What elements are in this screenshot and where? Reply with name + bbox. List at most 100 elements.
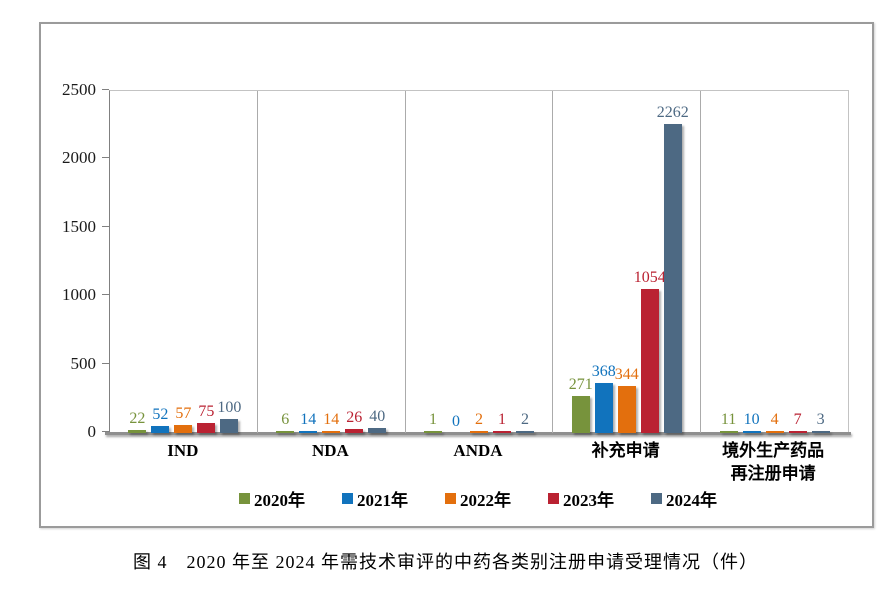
bar-slot: 1 xyxy=(423,91,442,433)
bar xyxy=(515,431,534,433)
bar-slot: 1054 xyxy=(634,91,666,433)
chart-frame: 0 500 1000 1500 2000 2500 22 52 57 75 100 6 14 14 26 4… xyxy=(39,22,874,528)
bar-slot: 26 xyxy=(345,91,364,433)
bar-value-label: 368 xyxy=(591,363,616,380)
legend-item: 2021年 xyxy=(342,486,408,511)
bar-value-label: 2262 xyxy=(656,104,689,121)
bar-slot: 2262 xyxy=(657,91,689,433)
bar-value-label: 4 xyxy=(770,411,779,428)
y-tick-mark xyxy=(102,89,109,90)
bar-slot: 6 xyxy=(276,91,295,433)
y-tick-mark xyxy=(102,294,109,296)
legend-swatch xyxy=(239,493,250,504)
bar-value-label: 10 xyxy=(743,411,760,428)
bar-slot: 344 xyxy=(614,91,639,433)
bar xyxy=(594,383,613,433)
bar-cluster: 11 10 4 7 3 xyxy=(701,91,848,433)
bar-slot: 75 xyxy=(197,91,216,433)
category-panel: 22 52 57 75 100 xyxy=(110,91,258,433)
x-category-label: NDA xyxy=(311,441,349,460)
y-tick-mark xyxy=(102,225,109,227)
bar xyxy=(276,431,295,433)
bar xyxy=(469,431,488,433)
bar-value-label: 14 xyxy=(323,411,340,428)
bar-value-label: 75 xyxy=(198,403,215,420)
legend-label: 2024年 xyxy=(666,491,717,510)
bar xyxy=(345,429,364,433)
legend-item: 2020年 xyxy=(239,486,305,511)
y-tick-label: 2500 xyxy=(62,80,96,99)
category-panel: 271 368 344 1054 2262 xyxy=(553,91,702,433)
legend-label: 2021年 xyxy=(357,491,408,510)
bar xyxy=(742,431,761,433)
bar xyxy=(220,419,239,433)
bar-value-label: 57 xyxy=(175,405,192,422)
category-labels: IND NDA ANDA 补充申请 境外生产药品 再注册申请 xyxy=(109,440,847,486)
bar xyxy=(151,426,170,433)
legend-item: 2023年 xyxy=(548,486,614,511)
bar-slot: 271 xyxy=(568,91,593,433)
bar-slot: 1 xyxy=(492,91,511,433)
legend-swatch xyxy=(445,493,456,504)
bar-value-label: 1 xyxy=(497,411,506,428)
bar-slot: 4 xyxy=(765,91,784,433)
bar-cluster: 6 14 14 26 40 xyxy=(258,91,405,433)
bar-value-label: 6 xyxy=(281,411,290,428)
x-axis-line xyxy=(105,432,851,435)
figure-caption: 图 4 2020 年至 2024 年需技术审评的中药各类别注册申请受理情况（件） xyxy=(133,552,758,572)
bar-cluster: 22 52 57 75 100 xyxy=(110,91,257,433)
chart-legend: 2020年 2021年 2022年 2023年 2024年 xyxy=(109,486,847,511)
bar xyxy=(128,430,147,433)
y-tick-label: 1000 xyxy=(62,285,96,305)
bar-value-label: 2 xyxy=(520,411,529,428)
bar xyxy=(571,396,590,433)
bar-slot: 14 xyxy=(299,91,318,433)
bar-value-label: 52 xyxy=(152,406,169,423)
bar xyxy=(719,431,738,433)
bar-slot: 0 xyxy=(447,91,465,433)
legend-swatch xyxy=(651,493,662,504)
x-category-label: 补充申请 xyxy=(591,441,660,460)
bar-cluster: 271 368 344 1054 2262 xyxy=(553,91,700,433)
bar xyxy=(174,425,193,433)
bar-value-label: 22 xyxy=(129,410,146,427)
bar-value-label: 271 xyxy=(568,376,593,393)
bar-value-label: 100 xyxy=(217,399,242,416)
bar-slot: 22 xyxy=(128,91,147,433)
y-tick-label: 1500 xyxy=(62,216,96,236)
bar-slot: 2 xyxy=(469,91,488,433)
y-axis: 0 500 1000 1500 2000 2500 xyxy=(41,80,109,441)
bar xyxy=(322,431,341,433)
bar-slot: 11 xyxy=(719,91,738,433)
bar xyxy=(492,431,511,433)
bar-slot: 2 xyxy=(515,91,534,433)
x-category-label: IND xyxy=(167,441,199,460)
bar xyxy=(617,386,636,433)
y-tick-mark xyxy=(102,362,109,364)
bar-value-label: 344 xyxy=(614,366,639,383)
bar-value-label: 1054 xyxy=(633,269,666,286)
bar-value-label: 26 xyxy=(346,409,363,426)
bar-slot: 10 xyxy=(742,91,761,433)
bar-value-label: 11 xyxy=(720,411,737,428)
legend-swatch xyxy=(342,493,353,504)
y-tick-label: 0 xyxy=(87,422,97,441)
bar-slot: 3 xyxy=(811,91,830,433)
plot-area: 22 52 57 75 100 6 14 14 26 40 1 0 2 1 2 271 368 344 1054 22… xyxy=(105,90,851,435)
bar xyxy=(299,431,318,433)
bar-slot: 57 xyxy=(174,91,193,433)
bar-slot: 14 xyxy=(322,91,341,433)
bar xyxy=(788,431,807,433)
x-category-label: ANDA xyxy=(453,441,503,460)
y-tick-mark xyxy=(102,431,109,432)
bar xyxy=(640,289,659,433)
bar-slot: 7 xyxy=(788,91,807,433)
bar xyxy=(663,124,682,433)
bar-slot: 40 xyxy=(368,91,387,433)
bar xyxy=(811,431,830,433)
bar-slot: 52 xyxy=(151,91,170,433)
category-panel: 11 10 4 7 3 xyxy=(701,91,848,433)
